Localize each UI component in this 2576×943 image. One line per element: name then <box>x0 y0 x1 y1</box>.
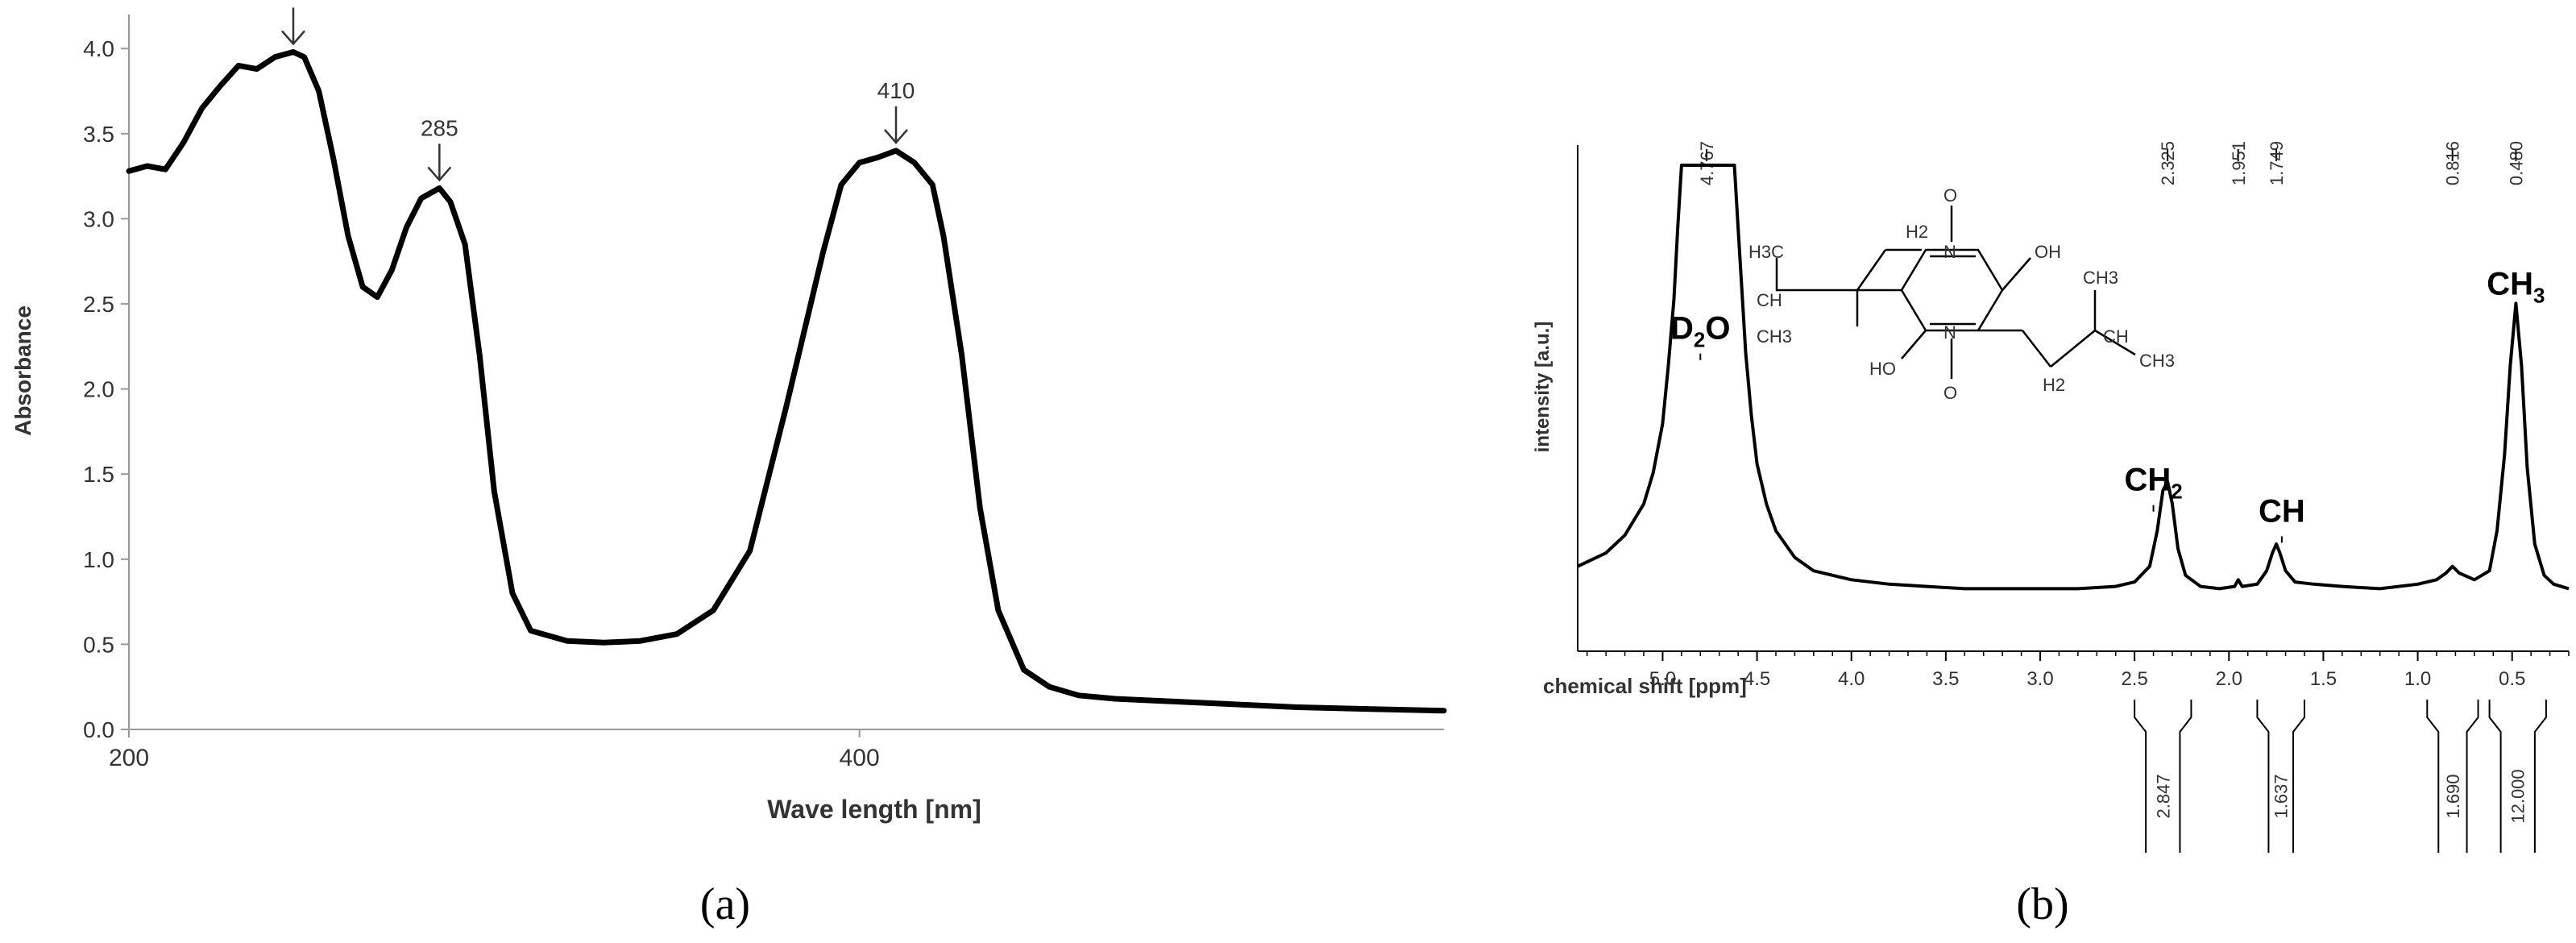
x-tick-label: 200 <box>109 745 149 771</box>
peak-label: 2.325 <box>2158 141 2178 185</box>
nmr-chart: 5.0 4.5 4.0 3.5 3.0 2.5 2.0 1.5 1.0 0.5 4.767 2.32… <box>1532 141 2570 929</box>
atom-label: N <box>1943 322 1956 343</box>
atom-label: CH3 <box>2139 351 2175 371</box>
x-tick-label: 3.0 <box>2026 668 2053 690</box>
integral-bracket <box>2466 700 2479 853</box>
integral-bracket <box>2426 700 2440 853</box>
peak-label: 0.816 <box>2443 141 2463 185</box>
x-tick-label: 1.5 <box>2310 668 2337 690</box>
peak-arrow-head <box>884 129 908 144</box>
y-tick-label: 1.5 <box>83 462 114 487</box>
atom-label: O <box>1943 383 1957 403</box>
y-tick-label: 0.5 <box>83 632 114 657</box>
atom-label: H2 <box>2043 375 2065 395</box>
x-tick-label: 1.0 <box>2404 668 2431 690</box>
y-tick-label: 2.5 <box>83 292 114 317</box>
atom-label: CH3 <box>1757 326 1792 347</box>
peak-assignment: D2O <box>1670 311 1730 352</box>
integral-bracket <box>2179 700 2192 853</box>
y-tick-label: 3.0 <box>83 206 114 231</box>
atom-label: H2 <box>1906 222 1928 242</box>
integral-bracket <box>2134 700 2147 853</box>
x-tick-label: 4.0 <box>1838 668 1865 690</box>
peak-label: 4.767 <box>1697 141 1717 185</box>
x-tick-label: 3.5 <box>1932 668 1959 690</box>
x-axis-label: Wave length [nm] <box>767 795 981 824</box>
integral-value: 1.637 <box>2271 774 2292 818</box>
peak-assignment: CH2 <box>2124 463 2182 504</box>
y-tick-label: 3.5 <box>83 122 114 147</box>
integral-bracket <box>2533 700 2547 853</box>
x-tick-label: 4.5 <box>1744 668 1770 690</box>
integral-bracket <box>2488 700 2502 853</box>
peak-annotation: 410 <box>877 78 915 103</box>
atom-label: CH <box>1757 290 1782 310</box>
x-tick-label: 2.0 <box>2216 668 2242 690</box>
x-tick-label: 5.0 <box>1649 668 1676 690</box>
atom-label: O <box>1943 185 1957 206</box>
y-axis-label: intensity [a.u.] <box>1532 322 1553 453</box>
nmr-spectrum-curve <box>1577 164 2570 591</box>
atom-label: CH <box>2103 326 2129 347</box>
atom-label: OH <box>2035 242 2061 262</box>
atom-label: N <box>1943 242 1956 262</box>
x-tick-label: 400 <box>840 745 880 771</box>
peak-assignment: CH <box>2259 493 2305 529</box>
peak-label: 0.480 <box>2506 141 2526 185</box>
y-tick-label: 1.0 <box>83 547 114 572</box>
atom-label: CH3 <box>2083 268 2118 288</box>
atom-label: HO <box>1869 359 1896 379</box>
atom-label: H3C <box>1748 242 1784 262</box>
x-axis-label: chemical shift [ppm] <box>1543 674 1747 698</box>
peak-label: 1.951 <box>2229 141 2249 185</box>
panel-label-a: (a) <box>700 879 750 929</box>
integral-bracket <box>2256 700 2270 853</box>
peak-annotation: 245 <box>275 0 313 4</box>
y-tick-label: 2.0 <box>83 377 114 402</box>
integral-value: 12.000 <box>2508 769 2528 823</box>
x-tick-label: 2.5 <box>2121 668 2147 690</box>
x-tick-label: 0.5 <box>2499 668 2525 690</box>
panel-label-b: (b) <box>2016 879 2068 929</box>
peak-annotation: 285 <box>421 115 458 140</box>
peak-arrow-head <box>281 30 305 46</box>
peak-assignment: CH3 <box>2487 266 2545 307</box>
absorbance-curve <box>126 49 1447 714</box>
peak-label: 1.749 <box>2267 141 2287 185</box>
integral-value: 1.690 <box>2443 774 2463 818</box>
molecule-structure: H3C CH CH3 H2 N O OH CH3 CH CH3 HO N O H… <box>1748 185 2175 403</box>
peak-arrow-head <box>427 166 452 182</box>
y-tick-label: 0.0 <box>83 717 114 742</box>
integral-bracket <box>2292 700 2305 853</box>
integral-value: 2.847 <box>2153 774 2173 818</box>
uv-vis-chart: 0.0 0.5 1.0 1.5 2.0 2.5 3.0 3.5 4.0 200 400 245 285… <box>10 0 1447 929</box>
y-axis-label: Absorbance <box>10 305 35 436</box>
y-tick-label: 4.0 <box>83 36 114 61</box>
